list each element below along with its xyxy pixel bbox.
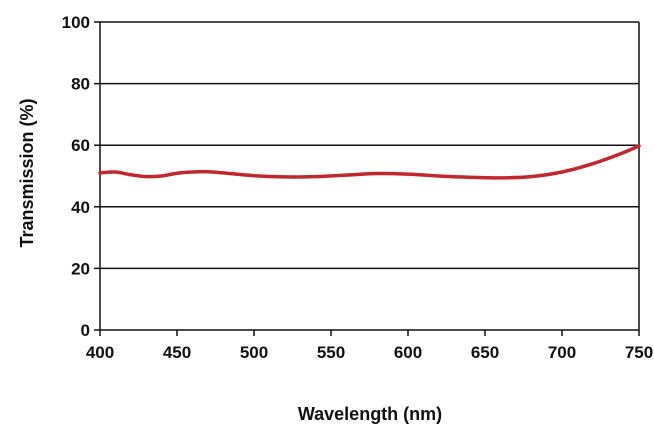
y-tick-label-60: 60 [71,136,90,155]
y-tick-label-0: 0 [81,321,90,340]
y-tick-label-40: 40 [71,198,90,217]
y-axis-title: Transmission (%) [17,98,37,247]
x-tick-label-400: 400 [86,343,114,362]
grid-lines [100,21,639,270]
x-tick-label-750: 750 [625,343,653,362]
x-tick-label-650: 650 [471,343,499,362]
x-tick-label-600: 600 [394,343,422,362]
y-tick-label-20: 20 [71,259,90,278]
tick-labels: 0 20 40 60 80 100 400 450 500 550 600 650 700 750 [62,13,654,362]
series-line-0 [98,144,641,180]
y-tick-label-100: 100 [62,13,90,32]
x-tick-label-450: 450 [163,343,191,362]
axes [94,21,640,336]
x-tick-label-500: 500 [240,343,268,362]
x-tick-label-550: 550 [317,343,345,362]
data-series [98,144,641,180]
x-tick-label-700: 700 [548,343,576,362]
x-axis-title: Wavelength (nm) [298,404,442,424]
y-tick-label-80: 80 [71,75,90,94]
